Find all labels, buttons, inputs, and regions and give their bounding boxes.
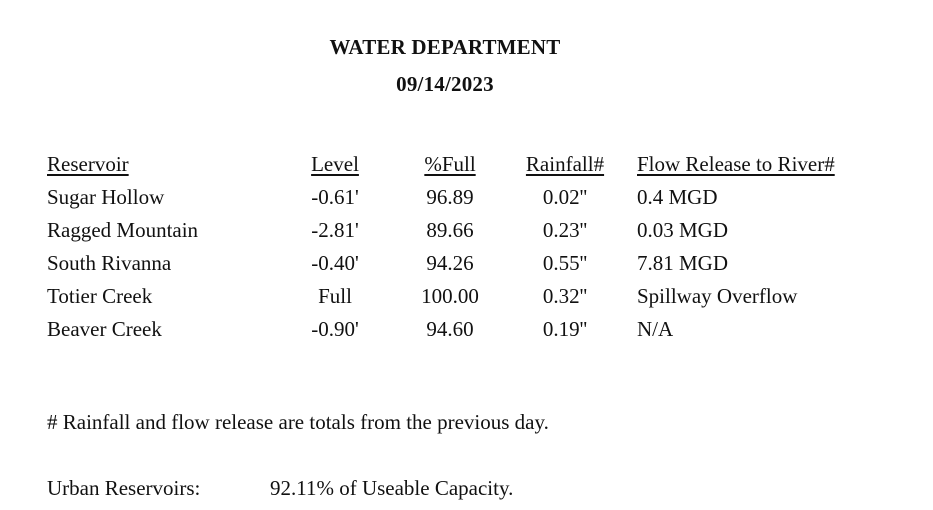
reservoir-level: -0.61' xyxy=(311,185,359,209)
header-level: Level xyxy=(311,152,359,176)
reservoir-name: Ragged Mountain xyxy=(47,218,199,242)
table-row: Beaver Creek -0.90' 94.60 0.19'' N/A xyxy=(0,317,933,350)
report-date: 09/14/2023 xyxy=(396,72,494,96)
reservoir-rainfall: 0.32'' xyxy=(542,284,588,308)
header-pct-full: %Full xyxy=(424,152,476,176)
reservoir-rainfall: 0.55'' xyxy=(542,251,588,275)
table-row: Totier Creek Full 100.00 0.32'' Spillway… xyxy=(0,284,933,317)
urban-reservoirs-label: Urban Reservoirs: xyxy=(47,476,201,500)
table-row: South Rivanna -0.40' 94.26 0.55'' 7.81 M… xyxy=(0,251,933,284)
header-rainfall: Rainfall# xyxy=(525,152,605,176)
urban-reservoirs-value: 92.11% of Useable Capacity. xyxy=(270,476,514,500)
reservoir-rainfall: 0.19'' xyxy=(542,317,588,341)
reservoir-name: Totier Creek xyxy=(47,284,153,308)
reservoir-rainfall: 0.02'' xyxy=(542,185,588,209)
reservoir-flow: 0.03 MGD xyxy=(637,218,729,242)
urban-reservoirs-summary: Urban Reservoirs: 92.11% of Useable Capac… xyxy=(47,476,513,501)
reservoir-level: -0.90' xyxy=(311,317,359,341)
reservoir-pct-full: 94.26 xyxy=(426,251,474,275)
header-reservoir: Reservoir xyxy=(47,152,129,176)
table-row: Ragged Mountain -2.81' 89.66 0.23'' 0.03… xyxy=(0,218,933,251)
report-title: WATER DEPARTMENT xyxy=(329,35,561,59)
reservoir-level: -2.81' xyxy=(311,218,359,242)
reservoir-pct-full: 96.89 xyxy=(426,185,474,209)
reservoir-pct-full: 89.66 xyxy=(426,218,474,242)
reservoir-flow: 7.81 MGD xyxy=(637,251,729,275)
reservoir-pct-full: 94.60 xyxy=(426,317,474,341)
reservoir-rainfall: 0.23'' xyxy=(542,218,588,242)
table-row: Sugar Hollow -0.61' 96.89 0.02'' 0.4 MGD xyxy=(0,185,933,218)
reservoir-flow: 0.4 MGD xyxy=(637,185,718,209)
reservoir-pct-full: 100.00 xyxy=(421,284,479,308)
reservoir-flow: Spillway Overflow xyxy=(637,284,798,308)
reservoir-level: Full xyxy=(318,284,352,308)
reservoir-name: Beaver Creek xyxy=(47,317,162,341)
footnote: # Rainfall and flow release are totals f… xyxy=(47,410,549,434)
reservoir-flow: N/A xyxy=(637,317,674,341)
reservoir-name: Sugar Hollow xyxy=(47,185,165,209)
table-header-row: Reservoir Level %Full Rainfall# Flow Rel… xyxy=(0,152,933,185)
header-flow-release: Flow Release to River# xyxy=(637,152,835,176)
reservoir-name: South Rivanna xyxy=(47,251,172,275)
reservoir-level: -0.40' xyxy=(311,251,359,275)
